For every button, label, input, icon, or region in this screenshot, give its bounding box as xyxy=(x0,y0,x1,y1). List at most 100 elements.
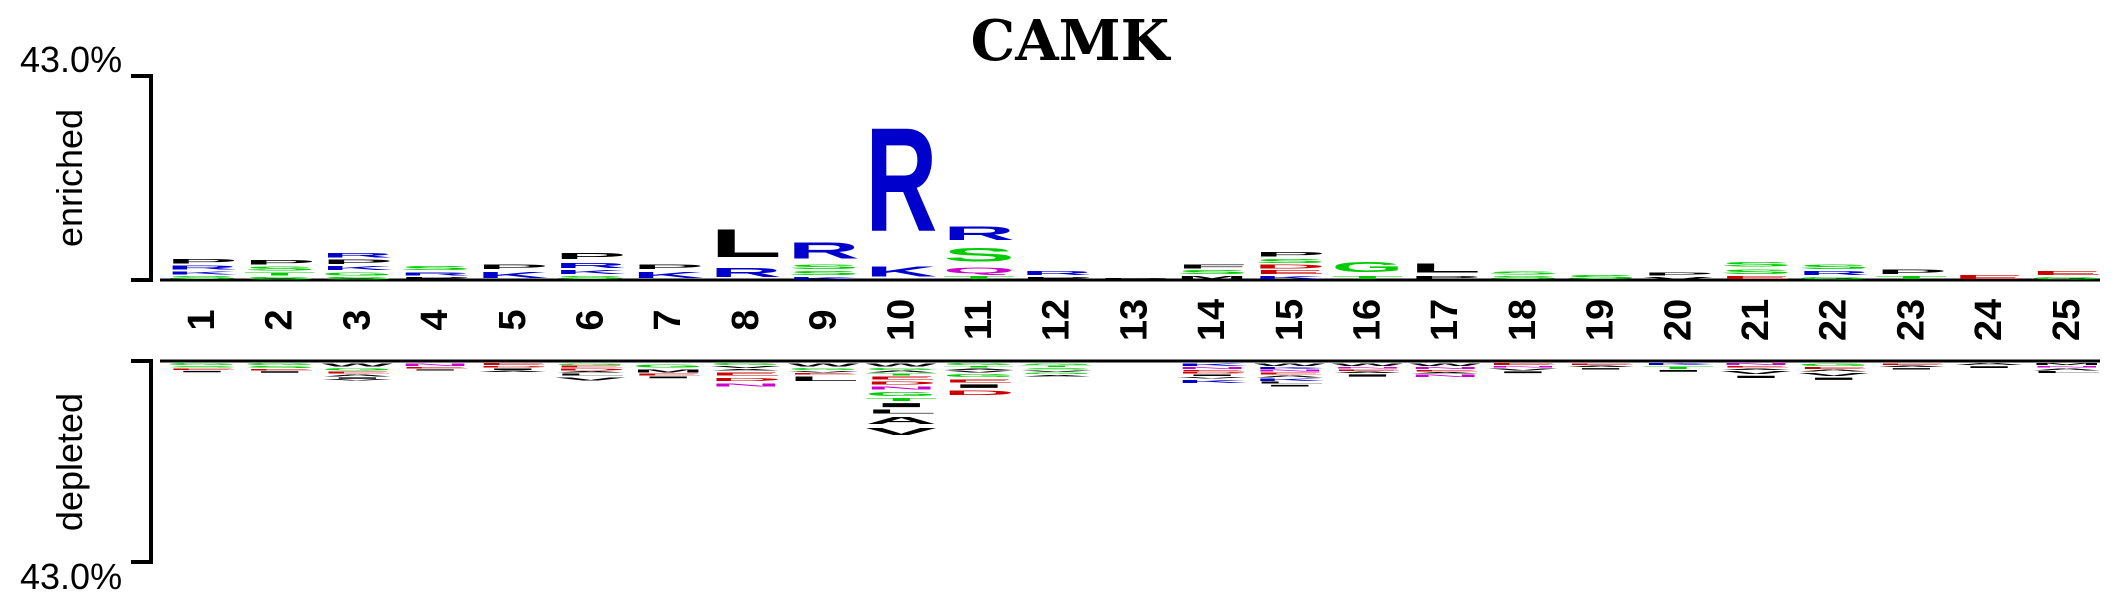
position-tick-label: 8 xyxy=(725,309,767,330)
logo-residue: G xyxy=(1798,363,1870,367)
position-tick-label: 25 xyxy=(2046,299,2088,341)
depleted-axis-label: depleted xyxy=(49,393,90,531)
logo-residue: V xyxy=(1798,372,1870,377)
logo-residue: S xyxy=(244,266,316,272)
logo-residue: W xyxy=(1409,363,1481,367)
logo-residue: T xyxy=(865,397,937,402)
logo-residue: L xyxy=(710,220,782,265)
logo-residue: S xyxy=(244,276,316,280)
position-tick-label: 4 xyxy=(414,309,456,330)
logo-residue: N xyxy=(1332,367,1404,369)
logo-residue: D xyxy=(1176,372,1248,374)
logo-residue: R xyxy=(943,223,1015,244)
logo-residue: N xyxy=(1409,374,1481,378)
position-tick-label: 3 xyxy=(336,309,378,330)
logo-residue: G xyxy=(1798,276,1870,280)
logo-residue: S xyxy=(788,271,860,277)
logo-residue: I xyxy=(1565,368,1637,370)
logo-residue: I xyxy=(1720,375,1792,379)
position-tick-label: 16 xyxy=(1347,299,1389,341)
position-ticks: 1 2 3 4 5 6 7 8 9 10 11 12 13 14 15 16 17 18 19 20 21 22 23 24 2… xyxy=(181,299,2088,341)
logo-residue: V xyxy=(1642,276,1714,280)
logo-residue: E xyxy=(710,371,782,377)
logo-residue: D xyxy=(943,389,1015,396)
bottom-limit-label: 43.0% xyxy=(20,556,122,592)
logo-residue: R xyxy=(1021,270,1093,276)
logo-residue: V xyxy=(1021,370,1093,372)
logo-residue: D xyxy=(1254,264,1326,270)
logo-residue: P xyxy=(399,276,471,280)
logo-residue: A xyxy=(865,370,937,373)
logo-residue: E xyxy=(166,368,238,370)
logo-residue: E xyxy=(1798,367,1870,370)
logo-residue: G xyxy=(555,363,627,365)
logo-residue: W xyxy=(865,363,937,368)
logo-residue: I xyxy=(244,371,316,373)
logo-residue: S xyxy=(166,366,238,368)
logo-residue: N xyxy=(1409,367,1481,370)
logo-residue: S xyxy=(1565,274,1637,280)
logo-residue: L xyxy=(1409,261,1481,275)
logo-residue: T xyxy=(943,275,1015,280)
logo-residue: S xyxy=(1176,270,1248,276)
position-tick-label: 19 xyxy=(1580,299,1622,341)
position-tick-label: 24 xyxy=(1968,299,2010,341)
position-tick-label: 21 xyxy=(1735,299,1777,341)
logo-residue: P xyxy=(166,257,238,265)
logo-residue: A xyxy=(1875,365,1947,367)
logo-residue: A xyxy=(943,368,1015,370)
logo-residue: I xyxy=(943,383,1015,389)
position-tick-label: 10 xyxy=(880,299,922,341)
logo-residue: I xyxy=(632,376,704,379)
logo-residue: V xyxy=(865,426,937,437)
logo-residue: G xyxy=(788,368,860,371)
logo-residue: I xyxy=(1254,384,1326,387)
logo-residue: A xyxy=(710,369,782,371)
logo-residue: I xyxy=(1176,374,1248,376)
logo-residue: M xyxy=(2031,363,2103,366)
logo-residue: I xyxy=(865,402,937,408)
logo-residue: W xyxy=(321,363,393,368)
logo-residue: R xyxy=(1798,270,1870,276)
logo-residue: G xyxy=(865,368,937,371)
logo-residue: E xyxy=(788,373,860,375)
logo-residue: D xyxy=(477,366,549,368)
logo-residue: E xyxy=(1176,369,1248,371)
logo-residue: R xyxy=(321,251,393,258)
logo-residue: R xyxy=(166,265,238,271)
logo-residue: S xyxy=(321,276,393,280)
logo-residue: S xyxy=(244,366,316,369)
depleted-stacks: GSEIGSEIWGEAIVNEIEDIAGEDALVGMEIGVAEDNWGV… xyxy=(166,363,2103,437)
logo-residue: A xyxy=(1254,375,1326,378)
logo-residue: S xyxy=(788,263,860,270)
logo-residue: R xyxy=(710,266,782,280)
logo-residue: P xyxy=(1021,276,1093,280)
logo-residue: W xyxy=(788,363,860,368)
position-tick-label: 2 xyxy=(259,309,301,330)
logo-residue: S xyxy=(399,265,471,271)
logo-residue: K xyxy=(321,265,393,271)
logo-residue: F xyxy=(1176,263,1248,269)
logo-residue: S xyxy=(1254,258,1326,264)
logo-residue: W xyxy=(1332,363,1404,367)
logo-residue: P xyxy=(1098,278,1170,280)
position-tick-label: 6 xyxy=(570,309,612,330)
logo-residue: K xyxy=(865,263,937,280)
logo-residue: T xyxy=(1021,365,1093,367)
logo-residue: P xyxy=(1875,268,1947,276)
logo-residue: A xyxy=(1332,371,1404,373)
logo-residue: T xyxy=(865,373,937,376)
logo-residue: E xyxy=(2031,271,2103,277)
logo-residue: D xyxy=(710,376,782,382)
logo-residue: I xyxy=(1798,377,1870,381)
logo-residue: A xyxy=(1021,375,1093,377)
position-tick-label: 15 xyxy=(1269,299,1311,341)
logo-residue: A xyxy=(1409,372,1481,374)
logo-residue: E xyxy=(555,365,627,368)
logo-residue: E xyxy=(321,371,393,374)
position-tick-label: 22 xyxy=(1813,299,1855,341)
position-tick-label: 5 xyxy=(492,309,534,330)
position-tick-label: 20 xyxy=(1657,299,1699,341)
logo-residue: D xyxy=(555,368,627,371)
logo-residue: G xyxy=(244,363,316,366)
